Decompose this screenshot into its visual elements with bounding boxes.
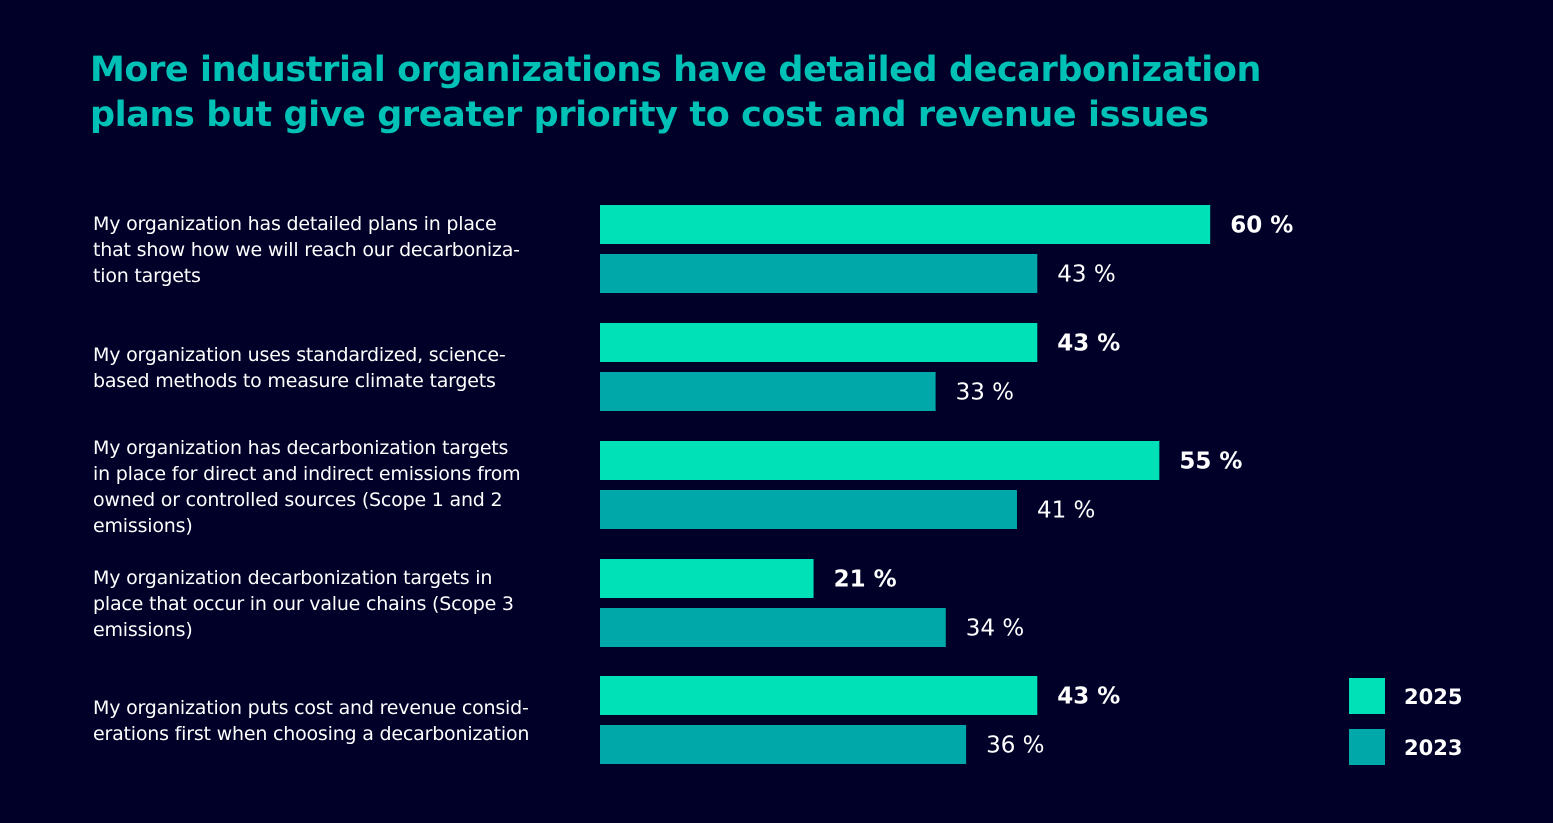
category-label-4-line-1: My organization decarbonization targets … [93,567,493,589]
category-label-3-line-1: My organization has decarbonization targ… [93,437,509,459]
category-label-2-line-1: My organization uses standardized, scien… [93,344,506,366]
chart-title: More industrial organizations have detai… [90,48,1290,138]
bar-2023-1 [600,254,1038,293]
value-label-2025-3: 55 % [1179,449,1242,475]
chart-title-line-1: More industrial organizations have detai… [90,50,1262,90]
bar-2023-3 [600,490,1017,529]
category-label-1: My organization has detailed plans in pl… [93,211,553,289]
bar-2025-4 [600,559,814,598]
category-label-3-line-4: emissions) [93,515,193,537]
category-label-1-line-2: that show how we will reach our decarbon… [93,239,520,261]
bar-2023-4 [600,608,946,647]
category-label-1-line-3: tion targets [93,265,201,287]
bar-2025-3 [600,441,1160,480]
category-label-5-line-1: My organization puts cost and revenue co… [93,697,529,719]
category-label-4-line-2: place that occur in our value chains (Sc… [93,593,514,615]
bar-2023-2 [600,372,936,411]
category-label-3-line-3: owned or controlled sources (Scope 1 and… [93,489,503,511]
chart-title-line-2: plans but give greater priority to cost … [90,95,1209,135]
legend-label-2023: 2023 [1404,736,1462,760]
category-label-3-line-2: in place for direct and indirect emissio… [93,463,521,485]
category-label-4: My organization decarbonization targets … [93,565,553,643]
legend-label-2025: 2025 [1404,685,1462,709]
category-label-3: My organization has decarbonization targ… [93,435,553,539]
value-label-2023-1: 43 % [1057,262,1115,288]
category-label-4-line-3: emissions) [93,619,193,641]
value-label-2025-5: 43 % [1057,684,1120,710]
bar-2025-1 [600,205,1211,244]
legend-swatch-2025 [1349,678,1385,714]
category-label-2: My organization uses standardized, scien… [93,342,553,394]
value-label-2025-2: 43 % [1057,331,1120,357]
value-label-2023-4: 34 % [966,616,1024,642]
category-label-2-line-2: based methods to measure climate targets [93,370,496,392]
bar-2025-5 [600,676,1038,715]
bar-2025-2 [600,323,1038,362]
value-label-2025-4: 21 % [834,567,897,593]
value-label-2023-5: 36 % [986,733,1044,759]
category-label-5-line-2: erations first when choosing a decarboni… [93,723,530,745]
legend-swatch-2023 [1349,729,1385,765]
value-label-2023-3: 41 % [1037,498,1095,524]
category-label-5: My organization puts cost and revenue co… [93,695,553,747]
category-label-1-line-1: My organization has detailed plans in pl… [93,213,497,235]
bar-2023-5 [600,725,967,764]
value-label-2025-1: 60 % [1230,213,1293,239]
value-label-2023-2: 33 % [956,380,1014,406]
